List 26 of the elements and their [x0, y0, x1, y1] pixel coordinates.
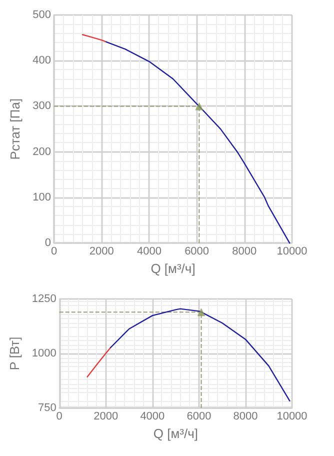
x-tick-label: 4000: [140, 410, 165, 422]
x-tick-label: 8000: [233, 410, 258, 422]
x-tick-label: 10000: [276, 246, 308, 258]
x-tick-label: 6000: [186, 410, 212, 422]
line-series: [86, 347, 112, 378]
y-tick-label: 300: [32, 100, 51, 112]
line-series: [110, 308, 290, 402]
y-axis-title: Рстат [Па]: [8, 98, 23, 160]
y-tick-label: 400: [32, 54, 51, 67]
y-tick-label: 1250: [32, 293, 56, 305]
y-tick-label: 1000: [32, 348, 56, 360]
x-tick-label: 2000: [89, 246, 114, 258]
y-tick-label: 100: [32, 191, 51, 204]
x-tick-label: 8000: [232, 246, 257, 258]
y-tick-label: 0: [44, 237, 51, 250]
y-tick-label: 500: [32, 9, 51, 21]
x-axis-title: Q [м³/ч]: [153, 426, 198, 441]
y-axis-title: P [Вт]: [7, 336, 22, 370]
x-tick-label: 2000: [94, 410, 118, 422]
x-axis-title: Q [м³/ч]: [150, 261, 196, 276]
y-tick-label: 200: [32, 146, 51, 158]
x-tick-label: 4000: [136, 246, 162, 258]
x-tick-label: 6000: [184, 246, 210, 258]
line-series: [82, 34, 107, 43]
x-tick-label: 10000: [276, 410, 308, 422]
y-tick-label: 750: [38, 402, 56, 414]
